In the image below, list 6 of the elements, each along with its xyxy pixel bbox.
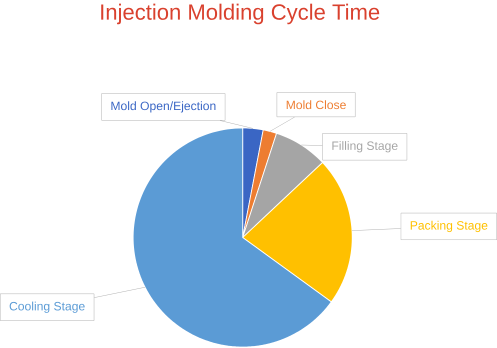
slice-label: Mold Open/Ejection: [111, 102, 216, 113]
slice-label: Filling Stage: [332, 141, 398, 153]
chart-title: Injection Molding Cycle Time: [101, 4, 380, 24]
slice-label: Cooling Stage: [10, 302, 85, 314]
slice-label: Packing Stage: [410, 221, 488, 232]
slice-label: Mold Close: [286, 100, 346, 110]
